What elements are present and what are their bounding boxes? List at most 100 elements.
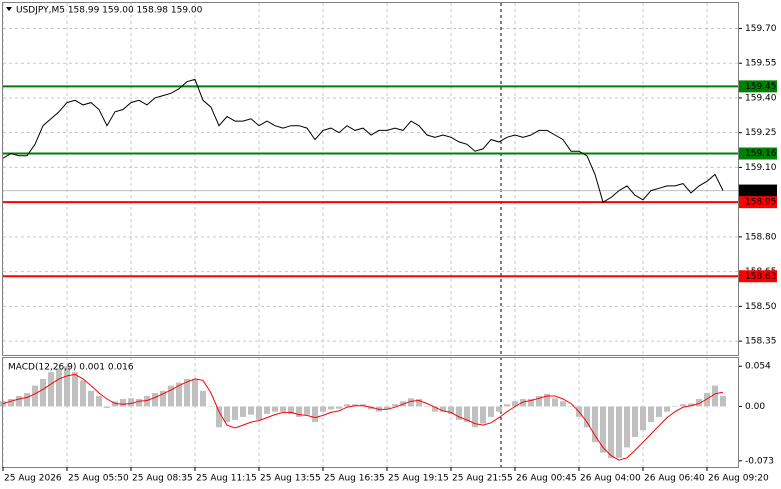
histogram-bar — [176, 382, 182, 407]
histogram-bar — [480, 406, 486, 424]
histogram-bar — [160, 390, 166, 407]
histogram-bar — [608, 406, 614, 458]
y-tick-label: 159.40 — [745, 93, 777, 103]
histogram-bar — [656, 406, 662, 417]
histogram-bar — [536, 396, 542, 407]
y-tick-label: 0.054 — [745, 362, 771, 372]
grid-layer — [2, 3, 739, 467]
histogram-bar — [304, 406, 310, 415]
histogram-bar — [336, 406, 342, 409]
histogram-bar — [344, 404, 350, 407]
histogram-bar — [488, 406, 494, 417]
histogram-bar — [640, 406, 646, 431]
histogram-bar — [496, 406, 502, 412]
level-label-box — [739, 184, 777, 197]
histogram-bar — [120, 399, 126, 407]
histogram-bar — [72, 372, 78, 407]
histogram-bar — [136, 399, 142, 407]
menu-triangle — [6, 7, 12, 11]
x-tick-label: 25 Aug 16:35 — [324, 474, 385, 484]
histogram-bar — [632, 406, 638, 437]
level-label-box — [739, 80, 777, 93]
histogram-bar — [296, 406, 302, 417]
histogram-bar — [104, 406, 110, 408]
histogram-bar — [288, 406, 294, 414]
histogram-bar — [664, 406, 670, 412]
histogram-bar — [88, 390, 94, 407]
histogram-bar — [200, 390, 206, 407]
histogram-bar — [128, 398, 134, 407]
histogram-bar — [280, 406, 286, 412]
macd-panel-frame — [2, 357, 739, 468]
y-tick-label: 159.55 — [745, 59, 777, 69]
marks-layer — [0, 78, 739, 461]
histogram-bar — [16, 396, 22, 407]
y-tick-label: 158.80 — [745, 232, 777, 242]
histogram-bar — [432, 406, 438, 412]
x-tick-label: 25 Aug 13:55 — [260, 474, 321, 484]
y-tick-label: 159.25 — [745, 128, 777, 138]
level-label-box — [739, 147, 777, 160]
histogram-bar — [224, 406, 230, 423]
histogram-bar — [584, 406, 590, 428]
histogram-bar — [40, 378, 46, 407]
macd-title: MACD(12,26,9) 0.001 0.016 — [8, 363, 134, 373]
histogram-bar — [248, 406, 254, 415]
histogram-bar — [208, 406, 214, 407]
histogram-bar — [616, 406, 622, 458]
histogram-bar — [648, 406, 654, 423]
level-label: 159.45 — [745, 82, 777, 92]
x-tick-label: 25 Aug 19:15 — [388, 474, 449, 484]
y-tick-label: -0.073 — [745, 456, 774, 466]
signal-line — [2, 373, 724, 461]
y-tick-label: 159.10 — [745, 163, 777, 173]
y-tick-label: 159.70 — [745, 24, 777, 34]
histogram-bar — [256, 406, 262, 420]
level-label-box — [739, 196, 777, 209]
histogram-bar — [32, 385, 38, 407]
histogram-bar — [704, 393, 710, 407]
histogram-bar — [80, 380, 86, 407]
histogram-bar — [144, 396, 150, 407]
histogram-bar — [328, 406, 334, 410]
histogram-bar — [64, 366, 70, 407]
histogram-bar — [312, 406, 318, 423]
histogram-bar — [544, 393, 550, 407]
histogram-bar — [8, 399, 14, 407]
histogram-bar — [456, 406, 462, 420]
histogram-bar — [528, 399, 534, 407]
histogram-bar — [520, 399, 526, 407]
y-tick-label: 158.50 — [745, 302, 777, 312]
histogram-bar — [96, 396, 102, 407]
histogram-bar — [440, 406, 446, 412]
price-panel-frame — [2, 2, 739, 356]
histogram-bar — [408, 398, 414, 407]
histogram-bar — [592, 406, 598, 443]
histogram-bar — [680, 404, 686, 407]
histogram-bar — [192, 378, 198, 407]
histogram-bar — [240, 406, 246, 417]
x-tick-label: 25 Aug 21:55 — [452, 474, 513, 484]
histogram-bar — [568, 406, 574, 407]
histogram-bar — [552, 398, 558, 407]
histogram-bar — [264, 406, 270, 414]
histogram-bar — [232, 406, 238, 420]
y-tick-label: 0.00 — [745, 402, 765, 412]
histogram-bar — [448, 406, 454, 414]
chart-title: USDJPY,M5 158.99 159.00 158.98 159.00 — [16, 6, 203, 16]
x-tick-label: 26 Aug 00:45 — [516, 474, 577, 484]
level-label: 158.95 — [745, 198, 777, 208]
x-tick-label: 26 Aug 04:00 — [580, 474, 641, 484]
level-label: 159.00 — [745, 186, 777, 196]
histogram-bar — [24, 393, 30, 407]
price-line — [2, 78, 724, 203]
x-tick-label: 26 Aug 06:40 — [644, 474, 705, 484]
histogram-bar — [720, 396, 726, 407]
level-label-box — [739, 270, 777, 283]
histogram-bar — [168, 385, 174, 407]
histogram-bar — [504, 404, 510, 407]
histogram-bar — [152, 393, 158, 407]
